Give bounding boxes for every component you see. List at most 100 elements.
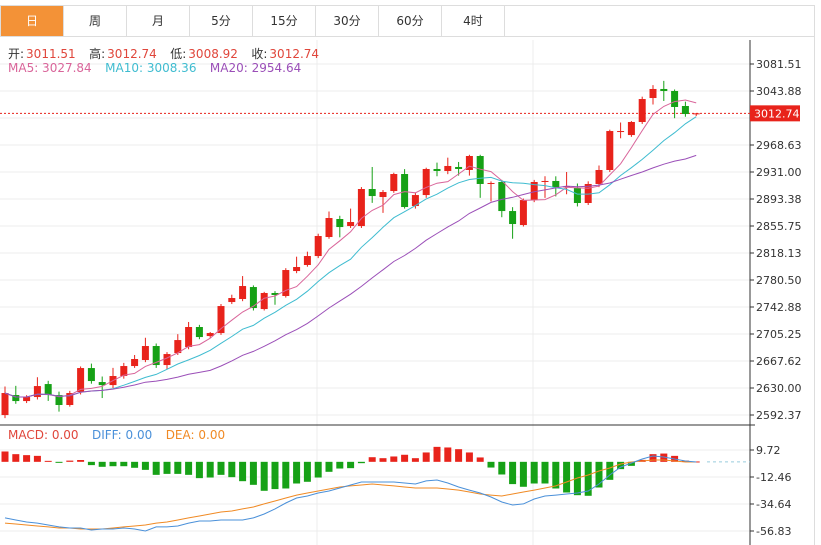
candle-body	[584, 183, 592, 204]
macd-bar	[357, 461, 365, 464]
candle	[649, 85, 657, 105]
candle	[336, 215, 344, 238]
candle-body	[239, 286, 247, 300]
macd-tick-label: 9.72	[756, 444, 781, 457]
candle	[33, 377, 41, 400]
macd-bar	[185, 461, 193, 475]
candle	[271, 291, 279, 305]
macd-bar	[109, 461, 117, 467]
candle-body	[195, 327, 203, 338]
candle-body	[33, 386, 41, 398]
price-tick-label: 2893.38	[756, 193, 802, 206]
macd-bar	[455, 449, 463, 462]
chart-frame	[0, 37, 815, 545]
price-tick-label: 3043.88	[756, 85, 802, 98]
ma5-value: MA5: 3027.84	[8, 61, 92, 75]
macd-bar	[206, 461, 214, 478]
candle	[120, 362, 128, 379]
candle	[660, 80, 668, 101]
candle-body	[282, 270, 290, 297]
macd-bar	[12, 454, 20, 462]
low-value: 3008.92	[188, 47, 238, 61]
candle	[422, 167, 430, 198]
tab-60min[interactable]: 60分	[379, 6, 442, 36]
price-tick-label: 2742.88	[756, 301, 802, 314]
candle-body	[368, 189, 376, 197]
candle-body	[174, 340, 182, 354]
tab-week[interactable]: 周	[64, 6, 127, 36]
macd-tick-label: -56.83	[756, 525, 791, 538]
candle	[12, 385, 20, 404]
candle-body	[595, 169, 603, 184]
price-tick-label: 3081.51	[756, 58, 802, 71]
candle-body	[390, 174, 398, 192]
tab-5min[interactable]: 5分	[190, 6, 253, 36]
macd-bar	[649, 454, 657, 462]
macd-bar	[44, 460, 52, 462]
low-label: 低:	[170, 47, 187, 61]
candle-body	[617, 131, 625, 133]
macd-bar	[152, 461, 160, 475]
candle	[217, 304, 225, 335]
candle-body	[98, 382, 106, 386]
high-label: 高:	[89, 47, 106, 61]
macd-bar	[141, 461, 149, 470]
macd-bar	[487, 461, 495, 468]
tab-30min[interactable]: 30分	[316, 6, 379, 36]
price-tick-label: 2818.13	[756, 247, 802, 260]
macd-bar	[23, 455, 31, 462]
candle	[401, 169, 409, 209]
candle-body	[552, 180, 560, 188]
macd-bar	[519, 461, 527, 487]
candle-body	[1, 393, 9, 416]
candle	[487, 181, 495, 202]
candle-body	[120, 366, 128, 377]
candle-body	[44, 384, 52, 396]
candle	[606, 129, 614, 173]
tab-day[interactable]: 日	[1, 6, 64, 36]
candle	[519, 198, 527, 227]
macd-bar	[541, 461, 549, 484]
candle-body	[260, 292, 268, 310]
price-tick-label: 2780.50	[756, 274, 802, 287]
candle	[498, 179, 506, 218]
macd-bar	[249, 461, 257, 485]
candle	[152, 343, 160, 368]
price-tick-label: 2630.00	[756, 382, 802, 395]
price-tick-label: 2592.37	[756, 409, 802, 422]
candle-body	[228, 298, 236, 303]
macd-tick-label: -34.64	[756, 498, 791, 511]
candle-body	[249, 287, 257, 309]
candle	[692, 113, 700, 117]
candle	[617, 122, 625, 139]
macd-bar	[368, 457, 376, 462]
candle-body	[476, 156, 484, 184]
candle-body	[325, 218, 333, 238]
macd-bar	[87, 461, 95, 466]
candle	[476, 154, 484, 198]
macd-bar	[465, 452, 473, 462]
tab-15min[interactable]: 15分	[253, 6, 316, 36]
tab-month[interactable]: 月	[127, 6, 190, 36]
candle-body	[401, 174, 409, 208]
ma10-value: MA10: 3008.36	[105, 61, 197, 75]
candle	[44, 380, 52, 401]
candle	[368, 166, 376, 203]
macd-bar	[390, 456, 398, 462]
macd-bar	[174, 461, 182, 474]
macd-bar	[498, 461, 506, 475]
candle	[325, 211, 333, 239]
candle-body	[206, 333, 214, 337]
candle-body	[357, 189, 365, 227]
candle	[530, 179, 538, 203]
tab-4hour[interactable]: 4时	[442, 6, 505, 36]
candle	[444, 157, 452, 175]
macd-bar	[217, 461, 225, 475]
candle	[541, 176, 549, 198]
high-value: 3012.74	[107, 47, 157, 61]
candle-body	[433, 168, 441, 171]
candle-body	[519, 200, 527, 226]
candle	[638, 96, 646, 124]
macd-bar	[347, 461, 355, 469]
